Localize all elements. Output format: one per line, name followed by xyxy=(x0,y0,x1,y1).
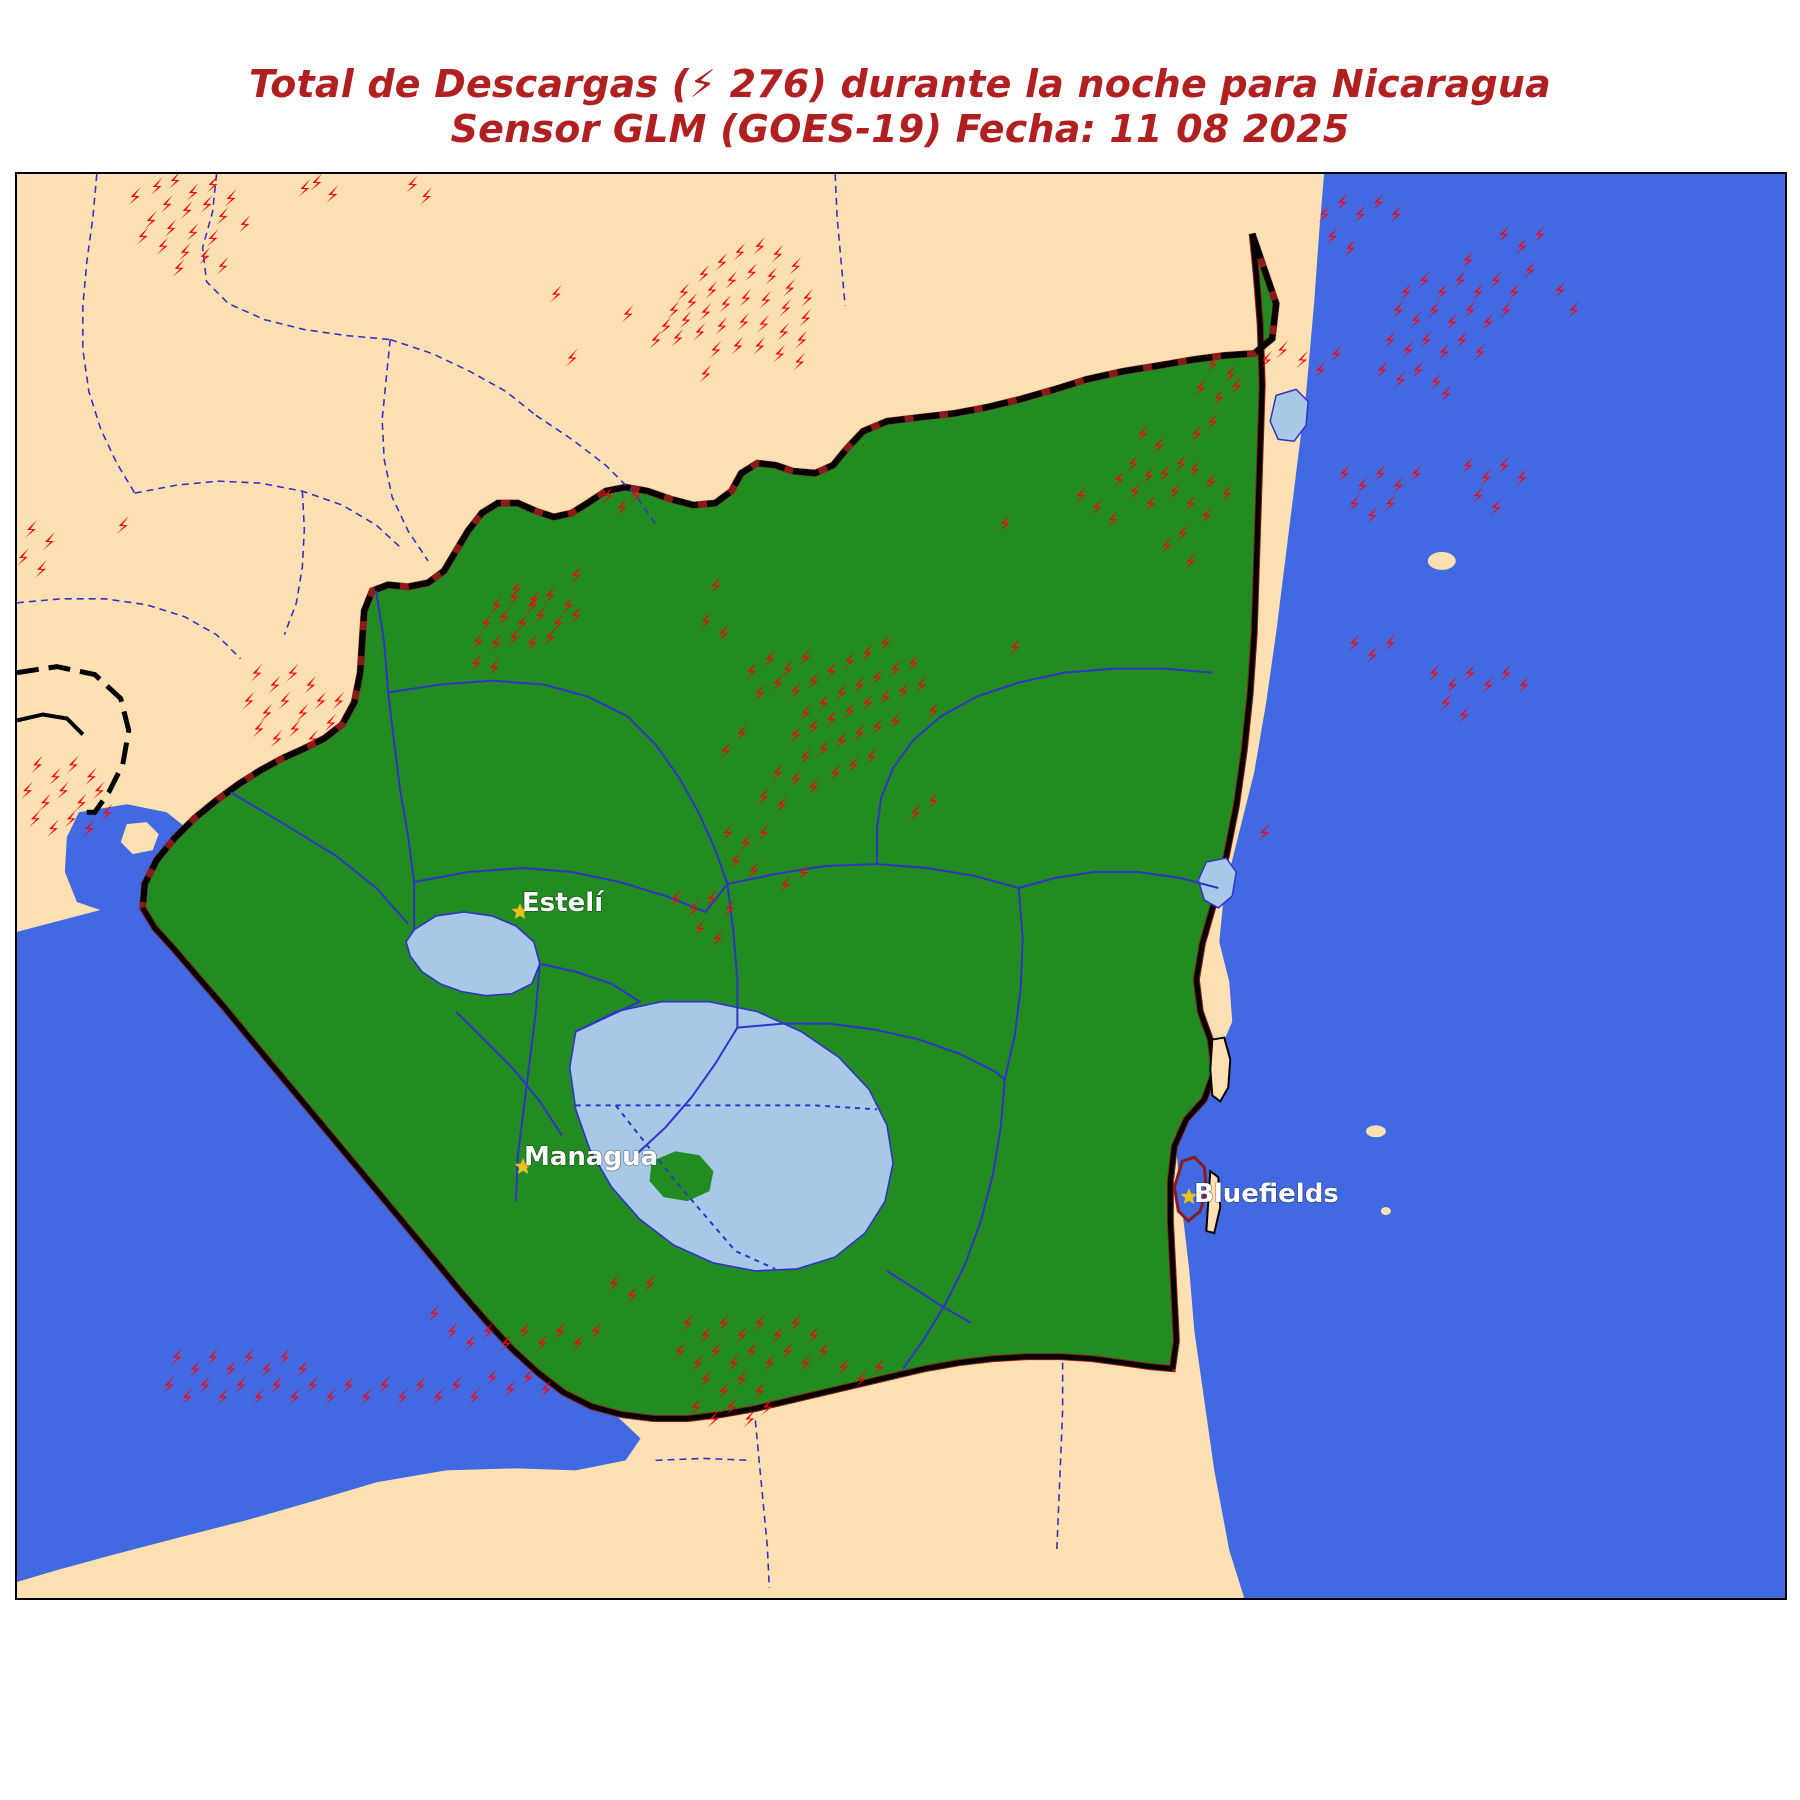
title-line-secondary: Sensor GLM (GOES-19) Fecha: 11 08 2025 xyxy=(450,106,1350,151)
little-corn-island xyxy=(1365,1125,1386,1138)
el-salvador-coast xyxy=(17,712,85,736)
map-panel[interactable]: Estelí Managua Bluefields xyxy=(15,172,1787,1600)
city-label-bluefields: Bluefields xyxy=(1194,1179,1339,1209)
isla-de-ometepe xyxy=(649,1151,714,1202)
caribbean-lagoon-north xyxy=(1269,388,1309,443)
lago-nicaragua-border-diag xyxy=(614,1104,776,1270)
cay-islet xyxy=(1380,1207,1391,1216)
national-border xyxy=(139,232,1280,909)
honduras-border-west xyxy=(17,664,132,815)
bluefields-spit xyxy=(1205,1169,1222,1235)
fonseca-island-1 xyxy=(120,822,159,855)
map-canvas xyxy=(17,174,1785,1598)
city-label-managua: Managua xyxy=(524,1142,659,1172)
costarica-admin-borders xyxy=(655,1362,1064,1589)
lago-nicaragua-border-dotted xyxy=(575,1104,878,1111)
pearl-lagoon-spit xyxy=(1209,1036,1232,1103)
national-border-coast xyxy=(140,906,1173,1421)
caribbean-sea xyxy=(1176,174,1785,1598)
lago-de-nicaragua xyxy=(568,1000,894,1272)
map-title-block: Total de Descargas (⚡ 276) durante la no… xyxy=(0,62,1800,152)
admin-borders xyxy=(230,590,1219,1370)
corn-island xyxy=(1427,551,1456,570)
pacific-ocean xyxy=(17,862,641,1583)
honduras-admin-borders xyxy=(17,174,846,660)
title-line-primary: Total de Descargas (⚡ 276) durante la no… xyxy=(249,62,1551,106)
lago-de-managua xyxy=(405,911,541,997)
national-border-caribbean-coast xyxy=(1167,233,1265,1369)
city-label-esteli: Estelí xyxy=(522,888,604,918)
